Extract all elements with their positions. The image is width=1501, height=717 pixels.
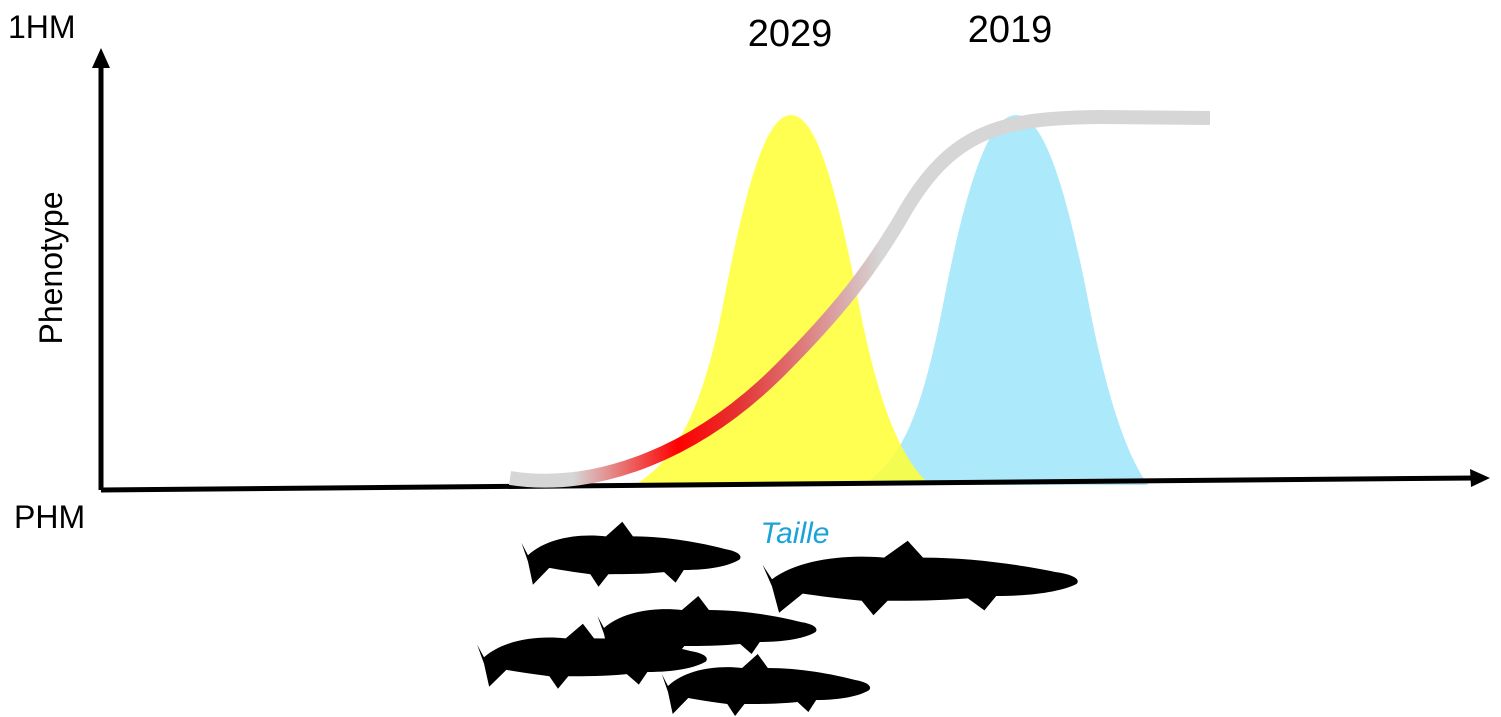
fish-silhouette — [521, 521, 741, 587]
distribution-2029-curve — [635, 115, 930, 485]
x-axis — [100, 475, 1476, 493]
y-top-label: 1HM — [8, 9, 76, 45]
axes — [92, 48, 1490, 493]
y-axis-title: Phenotype — [33, 191, 69, 344]
y-axis-arrowhead — [92, 48, 110, 68]
x-axis-arrowhead — [1470, 469, 1490, 487]
y-bottom-label: PHM — [14, 499, 85, 535]
distribution-label-2029: 2029 — [748, 13, 833, 55]
fish-silhouette — [762, 540, 1078, 616]
x-axis-title: Taille — [761, 517, 830, 550]
maturation-reaction-norm-curve — [508, 109, 1211, 488]
distribution-2019-curve — [862, 115, 1148, 485]
fish-silhouettes — [477, 521, 1078, 716]
distribution-label-2019: 2019 — [968, 9, 1053, 51]
